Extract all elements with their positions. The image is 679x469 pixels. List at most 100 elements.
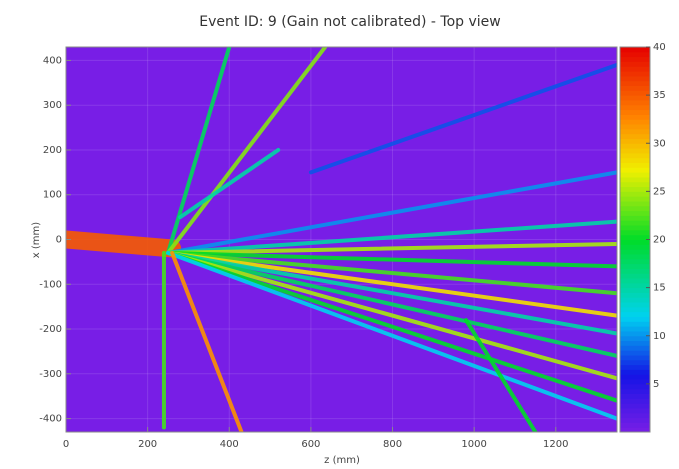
track (166, 47, 328, 255)
track (166, 250, 617, 296)
colorbar-cell (620, 412, 650, 419)
colorbar-cell (620, 80, 650, 86)
colorbar-cell (620, 258, 650, 265)
track (463, 318, 538, 432)
track (166, 250, 617, 336)
colorbar-cell (620, 321, 650, 327)
track (166, 250, 617, 381)
track (166, 250, 617, 358)
y-tick-label: 0 (56, 235, 62, 246)
colorbar-cell (620, 157, 650, 163)
colorbar-cell (620, 124, 650, 130)
colorbar-cell (620, 172, 650, 178)
colorbar-cell (620, 326, 650, 332)
colorbar-cell (620, 205, 650, 212)
colorbar-cell (620, 417, 650, 423)
colorbar-cell (620, 388, 650, 394)
colorbar-cell (620, 369, 650, 375)
y-tick-label: -100 (39, 279, 62, 290)
y-tick-label: -400 (39, 414, 62, 425)
colorbar-cell (620, 225, 650, 231)
colorbar-cell (620, 340, 650, 346)
colorbar-cell (620, 244, 650, 250)
track (166, 170, 617, 255)
colorbar-cell (620, 374, 650, 380)
colorbar-cell (620, 316, 650, 322)
colorbar-tick-label: 25 (653, 186, 666, 197)
colorbar-cell (620, 99, 650, 106)
colorbar-cell (620, 345, 650, 351)
colorbar-tick-label: 5 (653, 379, 659, 390)
colorbar-cell (620, 114, 650, 120)
colorbar-tick-label: 30 (653, 138, 666, 149)
colorbar-cell (620, 90, 650, 96)
colorbar-cell (620, 148, 650, 154)
x-tick-label: 600 (301, 439, 320, 450)
colorbar-cell (620, 379, 650, 385)
colorbar-cell (620, 335, 650, 342)
track (166, 250, 617, 403)
colorbar-cell (620, 229, 650, 236)
y-tick-label: -200 (39, 324, 62, 335)
colorbar-cell (620, 350, 650, 356)
track (308, 62, 617, 175)
colorbar-cell (620, 427, 650, 433)
colorbar-cell (620, 407, 650, 414)
colorbar-cell (620, 215, 650, 221)
colorbar-cell (620, 311, 650, 317)
colorbar-cell (620, 133, 650, 139)
y-tick-label: -300 (39, 369, 62, 380)
colorbar-cell (620, 273, 650, 279)
colorbar-cell (620, 191, 650, 197)
colorbar-cell (620, 383, 650, 390)
colorbar-cell (620, 51, 650, 58)
colorbar-cell (620, 95, 650, 101)
colorbar-cell (620, 234, 650, 240)
colorbar-cell (620, 196, 650, 202)
y-axis-label: x (mm) (31, 222, 42, 258)
colorbar-tick-label: 40 (653, 42, 666, 53)
colorbar-tick-label: 15 (653, 283, 666, 294)
colorbar-cell (620, 398, 650, 404)
colorbar-cell (620, 278, 650, 284)
colorbar-tick-label: 20 (653, 235, 666, 246)
colorbar-cell (620, 292, 650, 298)
x-axis-label: z (mm) (324, 455, 360, 466)
colorbar-cell (620, 138, 650, 144)
track (66, 230, 182, 258)
colorbar-cell (620, 167, 650, 173)
colorbar-cell (620, 302, 650, 308)
track (178, 147, 281, 220)
colorbar-cell (620, 162, 650, 168)
colorbar-cell (620, 364, 650, 370)
colorbar-cell (620, 71, 650, 77)
y-tick-label: 100 (43, 190, 62, 201)
track (166, 250, 617, 318)
colorbar-cell (620, 152, 650, 159)
colorbar-cell (620, 143, 650, 149)
colorbar-cell (620, 355, 650, 361)
colorbar-cell (620, 128, 650, 135)
y-tick-label: 200 (43, 145, 62, 156)
chart-title: Event ID: 9 (Gain not calibrated) - Top … (199, 14, 500, 30)
track (166, 241, 617, 255)
track (166, 250, 617, 421)
colorbar-cell (620, 239, 650, 245)
colorbar-cell (620, 201, 650, 207)
colorbar-cell (620, 56, 650, 62)
colorbar-cell (620, 282, 650, 289)
y-tick-label: 300 (43, 100, 62, 111)
x-tick-label: 400 (220, 439, 239, 450)
colorbar-cell (620, 306, 650, 313)
colorbar-cell (620, 181, 650, 188)
colorbar-cell (620, 422, 650, 428)
colorbar-cell (620, 85, 650, 91)
colorbar-tick-label: 35 (653, 90, 666, 101)
colorbar-cell (620, 297, 650, 303)
x-tick-label: 800 (383, 439, 402, 450)
colorbar-cell (620, 104, 650, 111)
track (170, 250, 244, 432)
colorbar-cell (620, 287, 650, 293)
x-tick-label: 1200 (543, 439, 568, 450)
